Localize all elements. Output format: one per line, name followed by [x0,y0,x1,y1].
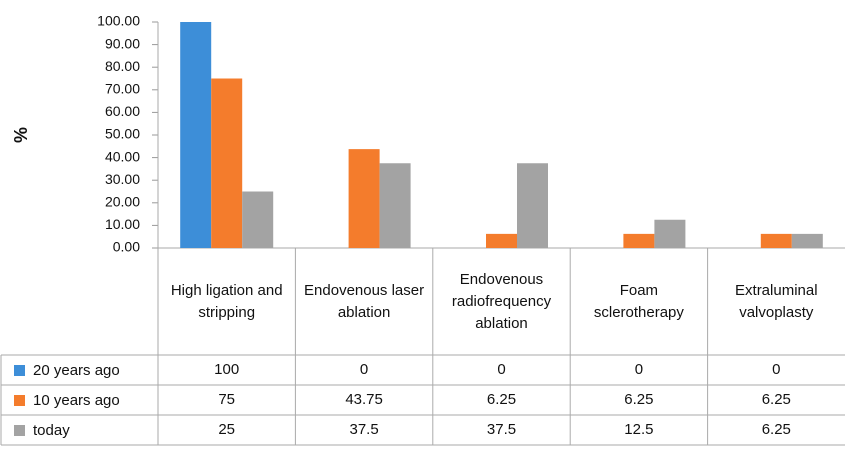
table-cell: 25 [218,421,236,438]
table-cell: 75 [218,391,236,408]
y-tick-label: 20.00 [105,194,140,210]
bar [791,233,823,248]
table-cell: 6.25 [761,391,791,408]
legend-swatch [14,394,25,406]
bar [760,233,792,248]
y-tick-label: 50.00 [105,126,140,142]
bar [654,219,686,248]
table-cell: 12.5 [624,421,654,438]
x-tick-label: High ligation and stripping [170,281,283,321]
table-cell: 0 [497,361,506,378]
bar [211,78,243,248]
table-cell: 37.5 [349,421,379,438]
y-tick-label: 60.00 [105,103,140,119]
x-tick-label: Foam sclerotherapy [593,281,684,321]
bar [348,149,380,248]
legend-item: 20 years ago [0,355,158,385]
bar [486,233,517,248]
x-tick-label: Extraluminal valvoplasty [735,281,818,321]
bar [517,163,548,248]
legend-swatch [14,424,25,436]
legend-item: today [0,415,158,445]
table-cell: 6.25 [486,391,517,408]
legend-item: 10 years ago [0,385,158,415]
y-tick-label: 30.00 [105,171,140,187]
y-tick-label: 100.00 [97,13,140,29]
y-tick-label: 0.00 [113,239,140,255]
table-cell: 100 [214,361,240,378]
y-tick-label: 40.00 [105,148,140,164]
table-cell: 37.5 [486,421,517,438]
table-cell: 6.25 [761,421,791,438]
legend-label: 10 years ago [33,391,120,409]
table-cell: 6.25 [624,391,654,408]
bar [242,191,274,248]
y-axis-label: % [11,127,31,143]
x-tick-label: Endovenous laser ablation [304,281,425,321]
bar [623,233,655,248]
y-tick-label: 10.00 [105,216,140,232]
table-cell: 0 [359,361,369,378]
table-cell: 0 [634,361,644,378]
table-cell: 43.75 [345,391,383,408]
bar [379,163,411,248]
bar [180,22,212,248]
legend-label: today [33,421,70,439]
x-tick-label: Endovenous radiofrequency ablation [451,270,552,332]
y-tick-label: 90.00 [105,35,140,51]
table-cell: 0 [772,361,781,378]
y-tick-label: 70.00 [105,81,140,97]
legend-label: 20 years ago [33,361,120,379]
y-tick-label: 80.00 [105,58,140,74]
legend-swatch [14,364,25,376]
